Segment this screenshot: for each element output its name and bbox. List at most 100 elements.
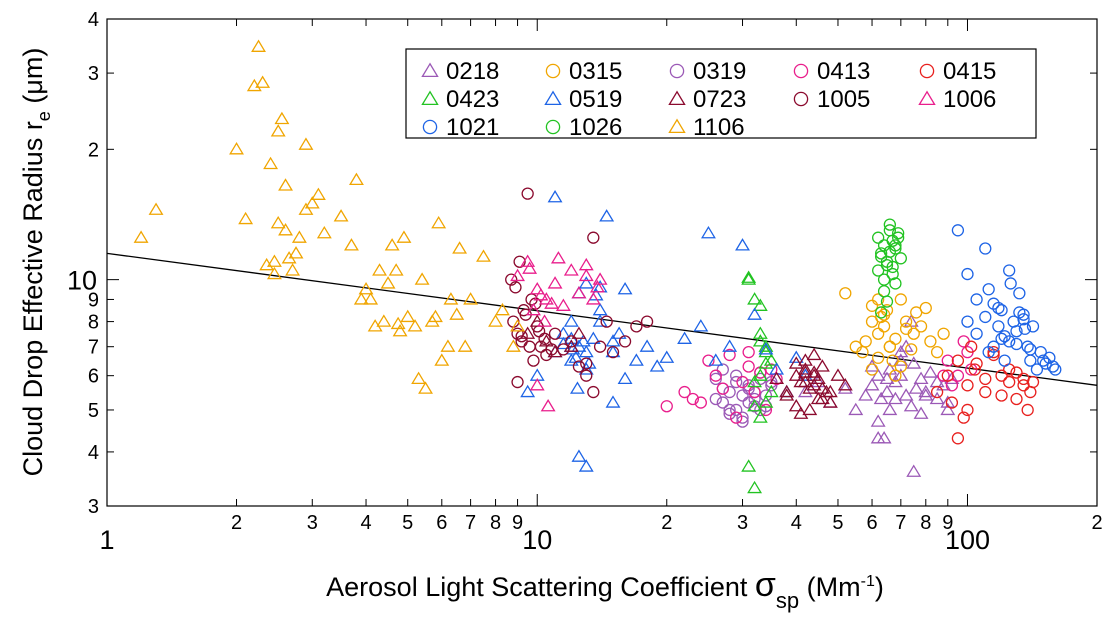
data-point-0413 xyxy=(730,411,743,424)
data-point-0723 xyxy=(818,384,834,398)
data-point-0413 xyxy=(709,369,722,382)
data-point-0218 xyxy=(873,391,889,405)
data-point-0319 xyxy=(709,392,722,406)
data-point-0723 xyxy=(830,368,846,381)
data-point-0519 xyxy=(575,334,591,347)
data-point-1006 xyxy=(571,286,587,299)
data-point-0723 xyxy=(793,406,809,419)
data-point-0315 xyxy=(899,322,913,335)
data-points xyxy=(133,39,1062,494)
data-point-1106 xyxy=(392,323,408,337)
legend-label-0315: 0315 xyxy=(569,58,622,85)
data-point-0723 xyxy=(810,371,826,384)
data-point-0315 xyxy=(899,315,913,328)
data-point-0519 xyxy=(788,350,804,363)
series-1021 xyxy=(951,224,1062,376)
data-point-0218 xyxy=(913,371,929,384)
data-point-1106 xyxy=(353,292,369,305)
y-tick-label: 6 xyxy=(88,366,99,388)
data-point-0218 xyxy=(913,406,929,419)
data-point-1106 xyxy=(270,124,286,137)
data-point-1006 xyxy=(555,298,571,311)
data-point-0413 xyxy=(736,375,749,389)
data-point-1021 xyxy=(1024,343,1037,356)
data-point-0319 xyxy=(716,396,729,409)
data-point-1106 xyxy=(428,309,443,323)
data-point-0723 xyxy=(779,388,795,401)
data-point-0315 xyxy=(877,308,891,321)
data-point-0415 xyxy=(961,403,974,417)
x-tick-label: 6 xyxy=(436,512,447,534)
data-point-1021 xyxy=(951,224,965,237)
data-point-0319 xyxy=(730,403,743,417)
y-tick-label: 3 xyxy=(88,496,99,518)
data-point-1026 xyxy=(894,252,907,265)
data-point-1006 xyxy=(540,398,556,412)
data-point-0218 xyxy=(864,378,880,391)
data-point-1005 xyxy=(557,343,570,356)
data-point-0723 xyxy=(779,384,795,398)
data-point-1021 xyxy=(1010,325,1023,338)
data-point-0519 xyxy=(758,342,774,355)
data-point-0413 xyxy=(702,354,715,367)
data-point-0519 xyxy=(722,339,738,352)
data-point-0315 xyxy=(872,293,885,306)
legend-label-0413: 0413 xyxy=(817,58,870,85)
data-point-0723 xyxy=(802,381,818,394)
x-tick-label: 100 xyxy=(945,525,990,555)
data-point-1021 xyxy=(1017,313,1030,326)
data-point-0218 xyxy=(898,388,914,401)
data-point-1021 xyxy=(987,340,1000,353)
data-point-0423 xyxy=(747,292,763,305)
y-tick-label: 5 xyxy=(88,400,99,422)
data-point-0415 xyxy=(970,357,983,370)
data-point-0415 xyxy=(1017,372,1030,385)
data-point-0218 xyxy=(848,402,864,416)
data-point-1005 xyxy=(606,345,620,359)
data-point-0519 xyxy=(563,314,579,327)
data-point-0319 xyxy=(759,389,773,402)
data-point-1021 xyxy=(998,330,1011,343)
data-point-0319 xyxy=(730,375,743,389)
data-point-1005 xyxy=(587,231,600,244)
legend-box xyxy=(405,48,1037,139)
y-axis-label-unit: (μm) xyxy=(18,48,48,112)
data-point-0423 xyxy=(763,384,779,398)
data-point-1021 xyxy=(979,310,992,324)
data-point-0519 xyxy=(747,307,763,320)
data-point-1021 xyxy=(1043,351,1056,364)
data-point-1006 xyxy=(585,292,601,305)
data-point-0723 xyxy=(788,368,804,381)
data-point-0413 xyxy=(765,363,778,376)
data-point-0218 xyxy=(940,402,956,416)
x-tick-label: 2 xyxy=(661,512,672,534)
data-point-0415 xyxy=(1021,403,1034,417)
data-point-1106 xyxy=(407,319,423,332)
data-point-0415 xyxy=(968,363,981,376)
data-point-1006 xyxy=(589,280,605,293)
data-point-1005 xyxy=(538,332,551,345)
data-point-1106 xyxy=(431,215,447,229)
data-point-0723 xyxy=(769,371,785,384)
data-point-1026 xyxy=(892,231,905,244)
data-point-0413 xyxy=(937,369,950,382)
data-point-0315 xyxy=(894,293,907,306)
data-point-0723 xyxy=(806,347,822,361)
data-point-1021 xyxy=(1046,360,1060,373)
data-point-0315 xyxy=(924,335,937,348)
data-point-0413 xyxy=(957,335,970,348)
data-point-0415 xyxy=(979,372,992,385)
data-point-0415 xyxy=(1010,366,1023,379)
data-point-0723 xyxy=(571,326,587,339)
data-point-1026 xyxy=(877,285,891,298)
data-point-1021 xyxy=(1010,337,1023,351)
data-point-1021 xyxy=(1049,363,1062,376)
data-point-0218 xyxy=(879,384,895,398)
data-point-0519 xyxy=(592,302,608,316)
data-point-0315 xyxy=(877,320,891,333)
series-1005 xyxy=(505,187,654,399)
data-point-0319 xyxy=(742,382,755,395)
data-point-1005 xyxy=(511,375,524,389)
